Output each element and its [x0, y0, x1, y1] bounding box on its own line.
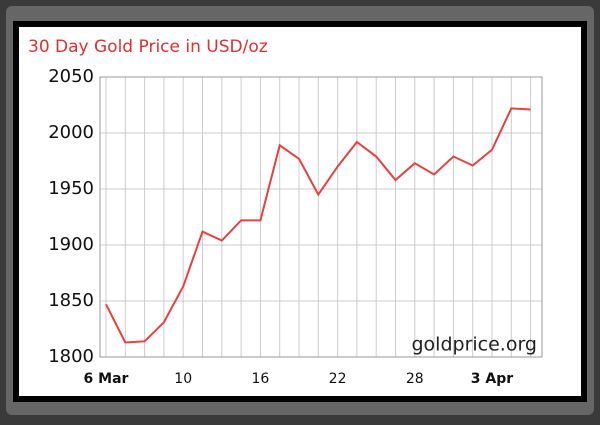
panel — [19, 27, 581, 396]
plot-border — [99, 76, 543, 358]
y-tick-label: 1950 — [48, 178, 94, 199]
price-line — [105, 107, 531, 344]
x-tick-label: 3 Apr — [471, 371, 513, 387]
x-tick-label: 6 Mar — [84, 371, 129, 387]
y-tick-label: 2000 — [48, 122, 94, 143]
y-tick-label: 1800 — [48, 346, 94, 367]
x-tick-label: 28 — [406, 371, 424, 387]
y-tick-label: 1850 — [48, 290, 94, 311]
x-tick-label: 10 — [174, 371, 192, 387]
y-tick-label: 1900 — [48, 234, 94, 255]
chart-title: 30 Day Gold Price in USD/oz — [28, 37, 268, 57]
watermark: goldprice.org — [411, 334, 537, 356]
x-tick-label: 22 — [329, 371, 347, 387]
y-tick-label: 2050 — [48, 66, 94, 87]
x-tick-label: 16 — [251, 371, 269, 387]
